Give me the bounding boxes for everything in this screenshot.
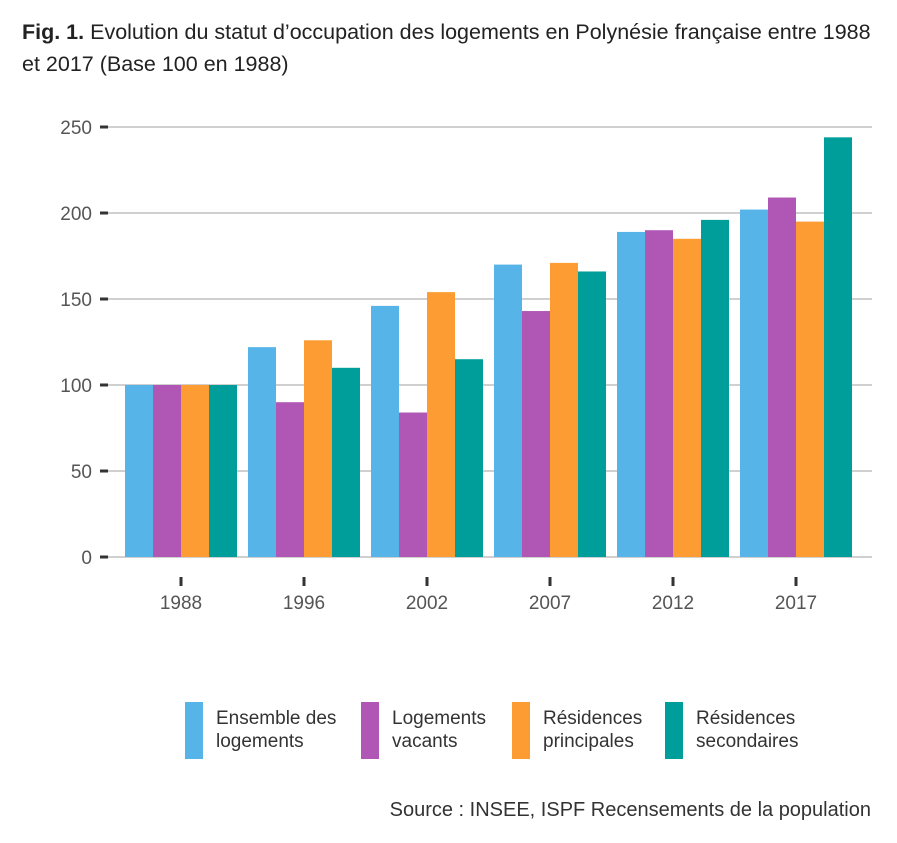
bar (617, 231, 645, 558)
x-tick-label: 1988 (160, 593, 202, 614)
bar (276, 402, 304, 557)
bar (673, 238, 701, 558)
legend-label: Logements vacants (392, 708, 487, 752)
bar (824, 137, 852, 557)
legend-swatch (185, 702, 203, 759)
legend-swatch (665, 702, 683, 759)
bar (125, 385, 153, 557)
bar (645, 230, 673, 557)
bar (796, 221, 824, 557)
chart-legend: Ensemble des logements Logements vacants R… (185, 702, 885, 762)
bar (399, 412, 427, 557)
x-tick-label: 2017 (775, 593, 817, 614)
y-tick-label: 250 (60, 118, 92, 139)
bar (248, 347, 276, 557)
bar (332, 367, 360, 557)
x-tick-label: 1996 (283, 593, 325, 614)
legend-swatch (361, 702, 379, 759)
bar (427, 292, 455, 557)
bar (578, 271, 606, 557)
x-tick-label: 2002 (406, 593, 448, 614)
bar (371, 305, 399, 557)
x-tick-label: 2012 (652, 593, 694, 614)
figure-title-text: Evolution du statut d’occupation des log… (22, 20, 871, 76)
legend-label: Résidences principales (543, 708, 643, 752)
bar (153, 385, 181, 557)
bar (522, 311, 550, 557)
bar-chart: 0 50 100 150 200 250 1988 1996 2002 2007 2012 2017 (60, 118, 872, 614)
source-note: Source : INSEE, ISPF Recensements de la … (389, 799, 871, 821)
legend-label: Ensemble des logements (216, 708, 337, 752)
y-tick-label: 0 (81, 548, 92, 569)
y-tick-label: 100 (60, 376, 92, 397)
bar (740, 209, 768, 557)
bar (768, 197, 796, 557)
bar (701, 219, 729, 557)
y-tick-label: 50 (71, 462, 92, 483)
legend-swatch (512, 702, 530, 759)
y-tick-label: 200 (60, 204, 92, 225)
x-tick-label: 2007 (529, 593, 571, 614)
bar (304, 340, 332, 557)
bar (494, 264, 522, 557)
legend-label: Résidences secondaires (696, 708, 799, 752)
bar (181, 385, 209, 557)
bar (209, 385, 237, 557)
y-tick-label: 150 (60, 290, 92, 311)
figure-title: Fig. 1. Evolution du statut d’occupation… (22, 16, 882, 80)
bar (550, 262, 578, 557)
bar (455, 359, 483, 557)
figure-label: Fig. 1. (22, 20, 85, 44)
